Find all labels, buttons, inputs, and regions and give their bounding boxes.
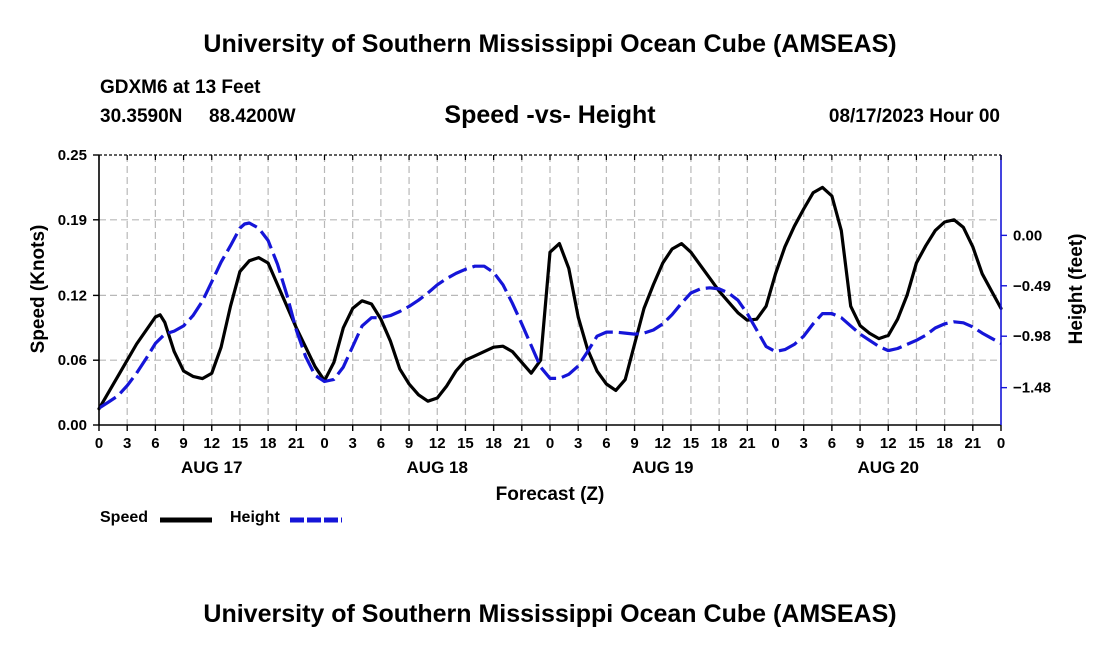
x-tick-label: 0: [997, 435, 1005, 452]
speed-series-line: [97, 185, 1003, 411]
x-tick-label: 3: [123, 435, 131, 452]
legend-speed-label: Speed: [100, 509, 149, 526]
x-tick-label: 3: [574, 435, 582, 452]
x-tick-label: 3: [800, 435, 808, 452]
y-tick-label: 0.25: [58, 147, 87, 164]
x-tick-label: 15: [683, 435, 700, 452]
y-axis-label: Speed (Knots): [28, 225, 49, 354]
x-tick-label: 9: [405, 435, 413, 452]
height-series-line: [98, 221, 1002, 410]
chart-title: University of Southern Mississippi Ocean…: [203, 30, 897, 58]
x-tick-label: 6: [151, 435, 159, 452]
x-tick-label: 12: [880, 435, 897, 452]
y2-axis-label: Height (feet): [1066, 234, 1087, 345]
series-layer: [97, 185, 1003, 411]
x-tick-label: 18: [485, 435, 502, 452]
x-tick-label: 6: [377, 435, 385, 452]
x-tick-label: 0: [320, 435, 328, 452]
x-tick-label: 18: [711, 435, 728, 452]
x-tick-label: 21: [739, 435, 756, 452]
x-tick-label: 0: [95, 435, 103, 452]
x-tick-label: 18: [260, 435, 277, 452]
x-tick-label: 15: [908, 435, 925, 452]
y-tick-label: 0.00: [58, 417, 87, 434]
x-tick-label: 6: [828, 435, 836, 452]
x-tick-label: 21: [288, 435, 305, 452]
x-tick-label: 15: [457, 435, 474, 452]
x-tick-label: 21: [964, 435, 981, 452]
longitude-label: 88.4200W: [209, 106, 296, 127]
x-tick-label: 6: [602, 435, 610, 452]
x-tick-label: 21: [513, 435, 530, 452]
forecast-datetime: 08/17/2023 Hour 00: [828, 106, 1000, 127]
x-day-label: AUG 18: [407, 458, 468, 477]
y2-tick-label: 0.00: [1013, 227, 1042, 244]
x-tick-label: 9: [856, 435, 864, 452]
legend-height-label: Height: [230, 509, 280, 526]
x-tick-label: 9: [630, 435, 638, 452]
x-tick-label: 0: [771, 435, 779, 452]
y-tick-label: 0.19: [58, 212, 87, 229]
y2-tick-label: −0.98: [1013, 328, 1051, 345]
x-tick-label: 9: [179, 435, 187, 452]
x-tick-label: 12: [654, 435, 671, 452]
x-day-label: AUG 17: [181, 458, 242, 477]
x-tick-label: 3: [349, 435, 357, 452]
y-tick-label: 0.12: [58, 287, 87, 304]
x-tick-label: 0: [546, 435, 554, 452]
x-day-label: AUG 20: [858, 458, 919, 477]
latitude-label: 30.3590N: [100, 106, 183, 127]
y2-tick-label: −0.49: [1013, 278, 1051, 295]
chart-subtitle: Speed -vs- Height: [444, 101, 656, 129]
axis-labels: Forecast (Z) Speed (Knots) Height (feet): [28, 225, 1087, 505]
x-axis-label: Forecast (Z): [496, 484, 605, 505]
axes: 0 3 6 9 12 15 18 21 0 3 6 9 12 15 18 21 0 3 6 9 12 15 18 21 0 3 6 9…: [58, 147, 1051, 477]
x-tick-label: 18: [936, 435, 953, 452]
y2-tick-label: −1.48: [1013, 380, 1051, 397]
x-tick-label: 12: [203, 435, 220, 452]
footer-title: University of Southern Mississippi Ocean…: [203, 600, 897, 628]
x-tick-label: 12: [429, 435, 446, 452]
station-label: GDXM6 at 13 Feet: [100, 77, 261, 98]
x-day-label: AUG 19: [632, 458, 693, 477]
y-tick-label: 0.06: [58, 352, 87, 369]
x-tick-label: 15: [232, 435, 249, 452]
